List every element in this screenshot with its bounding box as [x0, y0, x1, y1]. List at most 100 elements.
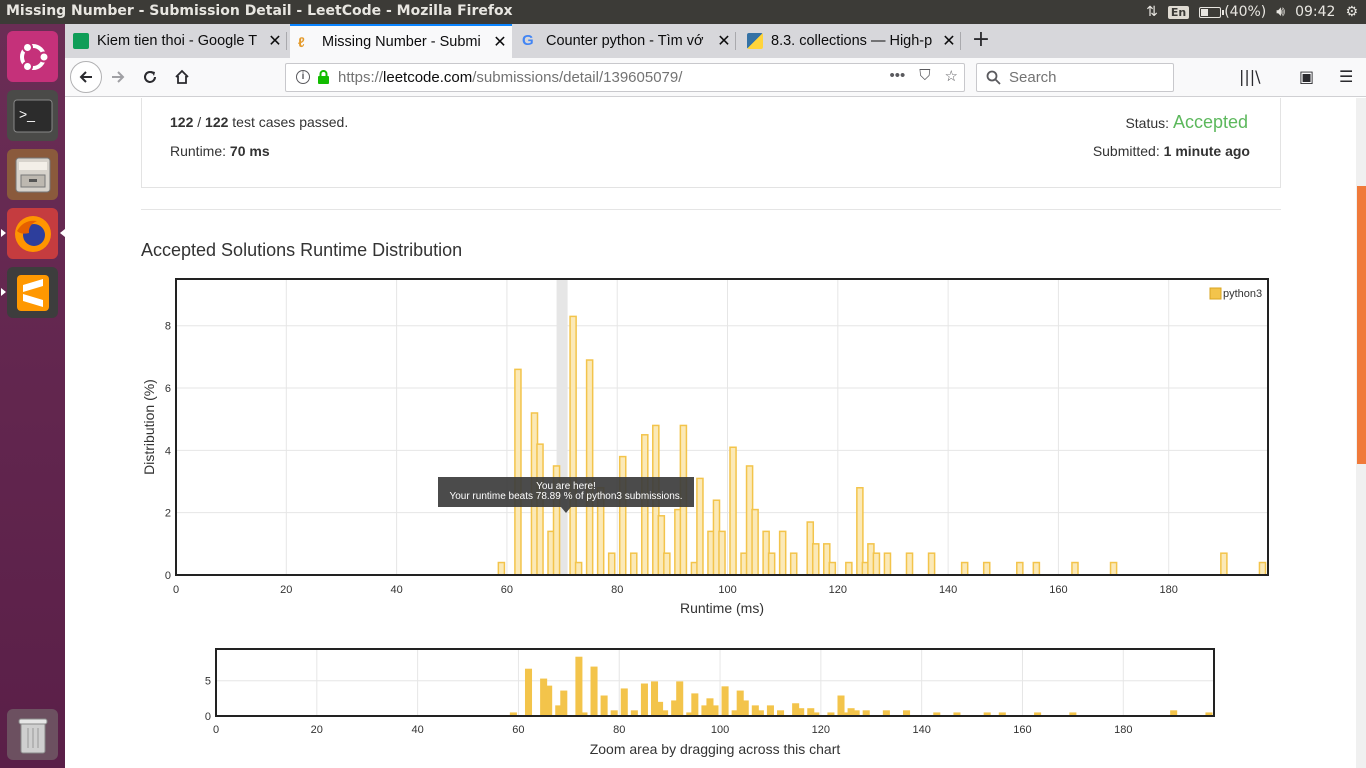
close-tab-icon[interactable]: ✕	[717, 33, 731, 50]
your-runtime-highlight	[556, 279, 568, 575]
leetcode-icon: ℓ	[298, 34, 305, 50]
bar	[797, 708, 805, 717]
home-button[interactable]	[167, 62, 197, 92]
back-button[interactable]	[70, 61, 102, 93]
y-tick-label: 8	[165, 321, 171, 333]
tooltip-line-2: Your runtime beats 78.89 % of python3 su…	[449, 491, 682, 502]
runtime-tooltip: You are here!Your runtime beats 78.89 % …	[438, 477, 694, 513]
close-tab-icon[interactable]: ✕	[942, 33, 956, 50]
bar	[545, 685, 553, 717]
section-title: Accepted Solutions Runtime Distribution	[141, 240, 463, 260]
y-tick-label: 0	[205, 711, 211, 723]
sidebar-toggle-icon[interactable]: ▣	[1299, 67, 1315, 86]
bar	[883, 552, 892, 576]
search-bar[interactable]: Search	[976, 63, 1174, 92]
page-scrollbar-thumb[interactable]	[1357, 186, 1366, 464]
y-tick-label: 5	[205, 676, 211, 688]
bar	[1258, 561, 1267, 576]
settings-gear-icon[interactable]: ⚙	[1345, 4, 1358, 20]
x-tick-label: 100	[711, 724, 729, 736]
bar	[905, 552, 914, 576]
x-axis-label: Zoom area by dragging across this chart	[590, 741, 841, 757]
search-input[interactable]: Search	[1009, 69, 1057, 86]
bar	[872, 552, 881, 576]
launcher-sublime-text[interactable]	[1, 267, 58, 318]
url-bar[interactable]: i https://leetcode.com/submissions/detai…	[285, 63, 965, 92]
bar	[640, 683, 648, 717]
x-tick-label: 60	[501, 584, 513, 596]
tab-google-sheets[interactable]: Kiem tien thoi - Google T ✕	[65, 24, 287, 58]
bar	[927, 552, 936, 576]
url-text[interactable]: https://leetcode.com/submissions/detail/…	[338, 69, 683, 86]
ubuntu-dash-button[interactable]	[7, 31, 58, 82]
bar	[982, 561, 991, 576]
forward-button[interactable]	[103, 62, 133, 92]
launcher-trash[interactable]	[7, 709, 58, 760]
new-tab-button[interactable]: +	[971, 27, 991, 52]
bar	[767, 552, 776, 576]
clock[interactable]: 09:42	[1295, 4, 1336, 20]
library-icon[interactable]: |||\	[1239, 67, 1261, 86]
x-tick-label: 60	[512, 724, 524, 736]
plot-area	[176, 279, 1268, 575]
x-tick-label: 0	[173, 584, 179, 596]
x-tick-label: 160	[1013, 724, 1031, 736]
bar	[1220, 552, 1228, 576]
x-tick-label: 120	[829, 584, 847, 596]
bar	[514, 368, 522, 576]
launcher-files[interactable]	[7, 149, 58, 200]
battery-indicator[interactable]: (40%)	[1199, 4, 1266, 20]
close-tab-icon[interactable]: ✕	[268, 33, 282, 50]
launcher-terminal[interactable]: >_	[7, 90, 58, 141]
plot-area	[216, 649, 1214, 716]
hamburger-menu-icon[interactable]: ☰	[1339, 67, 1354, 86]
tab-leetcode[interactable]: ℓ Missing Number - Submi ✕	[290, 24, 512, 58]
keyboard-layout-indicator[interactable]: En	[1167, 5, 1190, 19]
pocket-icon[interactable]: ⛉	[919, 67, 931, 84]
reload-button[interactable]	[135, 62, 165, 92]
x-tick-label: 160	[1049, 584, 1067, 596]
tab-label: Missing Number - Submi	[322, 34, 481, 50]
bar	[607, 552, 616, 576]
bar	[497, 561, 506, 576]
window-title: Missing Number - Submission Detail - Lee…	[6, 3, 513, 19]
bar	[845, 561, 853, 576]
tab-google-search[interactable]: G Counter python - Tìm vớ ✕	[514, 24, 736, 58]
bar	[960, 561, 969, 576]
bar	[569, 315, 577, 576]
submitted-time: Submitted: 1 minute ago	[1092, 143, 1250, 159]
sublime-text-icon	[16, 274, 49, 311]
site-info-icon[interactable]: i	[296, 70, 310, 84]
page-actions-menu-icon[interactable]: •••	[889, 67, 906, 84]
volume-icon[interactable]: 🔊︎	[1276, 4, 1286, 20]
bar	[691, 693, 699, 717]
bookmark-star-icon[interactable]: ☆	[944, 68, 958, 85]
x-tick-label: 140	[939, 584, 957, 596]
bar	[1071, 561, 1079, 576]
legend-label: python3	[1223, 288, 1262, 300]
network-icon[interactable]: ⇅	[1146, 4, 1158, 20]
bar	[600, 695, 608, 717]
chart-legend: python3	[1209, 287, 1262, 300]
bar	[585, 359, 594, 576]
x-tick-label: 120	[812, 724, 830, 736]
tooltip-pointer	[561, 507, 571, 513]
tab-label: Kiem tien thoi - Google T	[97, 33, 258, 49]
file-cabinet-icon	[15, 157, 50, 192]
google-icon: G	[522, 32, 534, 49]
bar	[811, 543, 820, 576]
bar	[828, 561, 837, 576]
bar	[663, 552, 671, 576]
zoom-navigator-chart[interactable]: 0 20 40 60 80 100 120 140 160 180 0 5 Zoom area by d…	[185, 645, 1235, 763]
runtime-distribution-chart[interactable]: 0 20 40 60 80 100 120 140 160 180 0 2 4 6 8 Runtime (ms…	[135, 270, 1285, 622]
system-top-panel: Missing Number - Submission Detail - Lee…	[0, 0, 1366, 24]
tooltip-line-1: You are here!	[536, 481, 596, 492]
bar	[536, 443, 544, 576]
launcher-firefox[interactable]	[1, 208, 65, 259]
plot-frame	[175, 278, 1269, 576]
close-tab-icon[interactable]: ✕	[493, 34, 507, 51]
lock-icon[interactable]	[317, 70, 330, 85]
tab-python-docs[interactable]: 8.3. collections — High-p ✕	[739, 24, 961, 58]
bar	[1109, 561, 1118, 576]
terminal-icon: >_	[13, 99, 52, 132]
